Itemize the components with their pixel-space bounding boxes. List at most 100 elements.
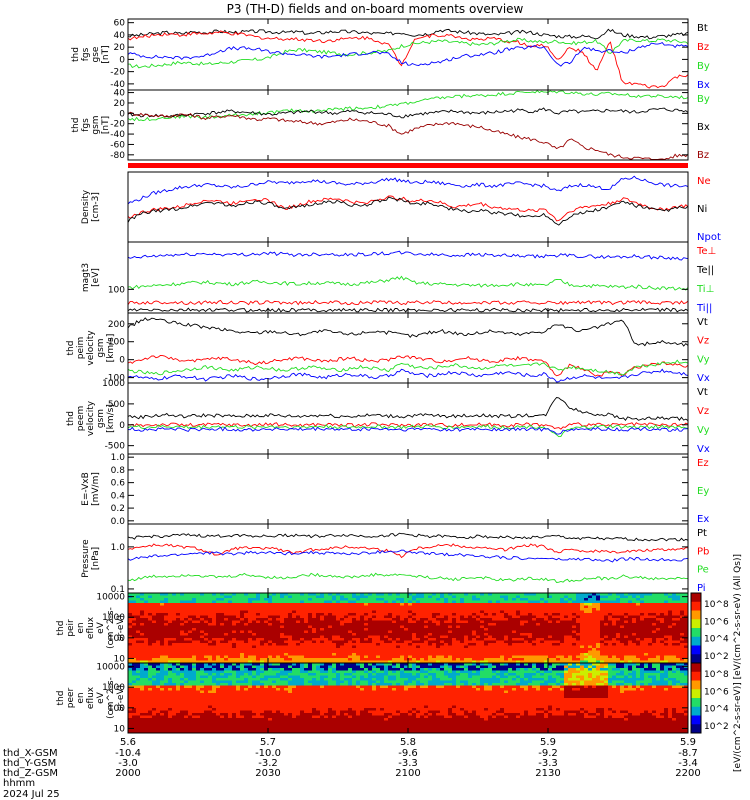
heatmap-cell xyxy=(640,650,645,654)
heatmap-cell xyxy=(476,603,481,606)
heatmap-cell xyxy=(564,610,569,614)
heatmap-cell xyxy=(308,608,313,611)
y-axis-label: thd xyxy=(66,341,76,356)
heatmap-cell xyxy=(272,660,277,664)
heatmap-cell xyxy=(596,650,601,654)
heatmap-cell xyxy=(180,685,185,689)
heatmap-cell xyxy=(348,613,353,616)
heatmap-cell xyxy=(388,623,393,626)
heatmap-cell xyxy=(384,598,389,601)
heatmap-cell xyxy=(436,615,441,619)
heatmap-cell xyxy=(220,635,225,639)
heatmap-cell xyxy=(516,653,521,656)
heatmap-cell xyxy=(436,608,441,611)
heatmap-cell xyxy=(676,605,681,609)
heatmap-cell xyxy=(384,608,389,611)
heatmap-cell xyxy=(584,653,589,656)
heatmap-cell xyxy=(272,630,277,634)
heatmap-cell xyxy=(476,630,481,634)
heatmap-cell xyxy=(156,600,161,604)
heatmap-cell xyxy=(656,603,661,606)
heatmap-cell xyxy=(444,615,449,619)
heatmap-cell xyxy=(612,610,617,614)
heatmap-cell xyxy=(240,628,245,631)
heatmap-cell xyxy=(552,598,557,601)
heatmap-cell xyxy=(392,595,397,599)
heatmap-cell xyxy=(388,643,393,646)
heatmap-cell xyxy=(140,703,145,706)
heatmap-cell xyxy=(480,603,485,606)
heatmap-cell xyxy=(504,620,509,624)
heatmap-cell xyxy=(160,683,165,686)
heatmap-cell xyxy=(216,693,221,696)
heatmap-cell xyxy=(128,690,133,694)
heatmap-cell xyxy=(344,623,349,626)
heatmap-cell xyxy=(212,620,217,624)
heatmap-cell xyxy=(448,613,453,616)
heatmap-cell xyxy=(172,713,177,716)
heatmap-cell xyxy=(332,640,337,644)
heatmap-cell xyxy=(196,668,201,671)
heatmap-cell xyxy=(224,658,229,661)
heatmap-cell xyxy=(324,638,329,641)
heatmap-cell xyxy=(188,648,193,651)
heatmap-cell xyxy=(668,643,673,646)
heatmap-cell xyxy=(200,693,205,696)
heatmap-cell xyxy=(468,648,473,651)
heatmap-cell xyxy=(532,658,537,661)
heatmap-cell xyxy=(212,653,217,656)
heatmap-cell xyxy=(368,630,373,634)
heatmap-cell xyxy=(180,730,185,734)
heatmap-cell xyxy=(472,630,477,634)
heatmap-cell xyxy=(436,653,441,656)
heatmap-cell xyxy=(236,668,241,671)
heatmap-cell xyxy=(220,728,225,731)
heatmap-cell xyxy=(236,625,241,629)
heatmap-cell xyxy=(152,650,157,654)
heatmap-cell xyxy=(236,698,241,701)
heatmap-cell xyxy=(228,725,233,729)
heatmap-cell xyxy=(400,640,405,644)
heatmap-cell xyxy=(164,713,169,716)
heatmap-cell xyxy=(588,633,593,636)
heatmap-cell xyxy=(532,603,537,606)
heatmap-cell xyxy=(356,643,361,646)
quality-bar xyxy=(128,163,688,168)
heatmap-cell xyxy=(360,610,365,614)
heatmap-cell xyxy=(168,655,173,659)
heatmap-cell xyxy=(504,643,509,646)
heatmap-cell xyxy=(336,603,341,606)
heatmap-cell xyxy=(412,640,417,644)
heatmap-cell xyxy=(220,678,225,681)
heatmap-cell xyxy=(504,645,509,649)
heatmap-cell xyxy=(472,620,477,624)
y-axis-label: peir xyxy=(66,619,76,637)
heatmap-cell xyxy=(172,693,177,696)
heatmap-cell xyxy=(128,715,133,719)
heatmap-cell xyxy=(496,608,501,611)
heatmap-cell xyxy=(616,603,621,606)
heatmap-cell xyxy=(560,623,565,626)
heatmap-cell xyxy=(576,655,581,659)
heatmap-cell xyxy=(636,645,641,649)
heatmap-cell xyxy=(640,633,645,636)
heatmap-cell xyxy=(176,600,181,604)
heatmap-cell xyxy=(184,698,189,701)
heatmap-cell xyxy=(420,620,425,624)
heatmap-cell xyxy=(180,660,185,664)
heatmap-cell xyxy=(508,655,513,659)
heatmap-cell xyxy=(404,628,409,631)
heatmap-cell xyxy=(588,598,593,601)
heatmap-cell xyxy=(244,623,249,626)
heatmap-cell xyxy=(444,613,449,616)
heatmap-cell xyxy=(588,613,593,616)
heatmap-cell xyxy=(684,655,689,659)
heatmap-cell xyxy=(140,633,145,636)
heatmap-cell xyxy=(528,653,533,656)
heatmap-cell xyxy=(312,643,317,646)
heatmap-cell xyxy=(216,725,221,729)
heatmap-cell xyxy=(220,665,225,669)
heatmap-cell xyxy=(176,630,181,634)
